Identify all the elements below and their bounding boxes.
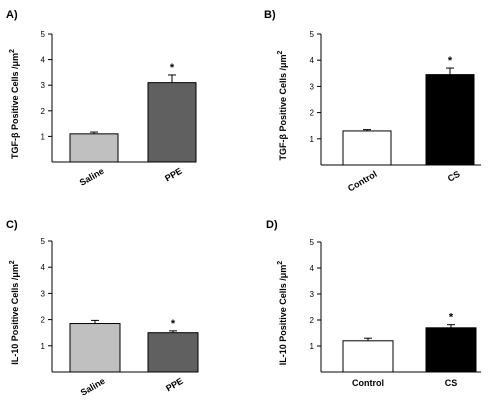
- bar: [425, 327, 477, 373]
- y-tick-label: 2: [310, 316, 315, 325]
- y-tick-label: 1: [41, 132, 46, 141]
- panel-label: B): [264, 9, 276, 21]
- y-tick-label: 1: [310, 135, 315, 144]
- y-tick-label: 3: [41, 81, 46, 90]
- category-label: PPE: [163, 166, 184, 184]
- category-label: Control: [346, 169, 379, 194]
- y-axis-title-text: IL-10 Positive Cells /μm: [10, 264, 20, 365]
- y-axis-title: IL-10 Positive Cells /μm2: [9, 260, 20, 365]
- panel-label: D): [266, 219, 278, 231]
- y-tick-label: 4: [41, 263, 46, 272]
- panel-label: C): [6, 219, 18, 231]
- y-tick-label: 1: [310, 342, 315, 351]
- y-tick-label: 2: [310, 109, 315, 118]
- y-tick-label: 1: [41, 342, 46, 351]
- significance-marker: *: [449, 312, 454, 324]
- y-axis-title-superscript: 2: [9, 260, 16, 264]
- significance-marker: *: [448, 55, 453, 67]
- y-tick-label: 3: [310, 82, 315, 91]
- category-label: CS: [445, 378, 458, 388]
- category-label: Saline: [78, 166, 106, 188]
- bar: [342, 130, 392, 166]
- y-axis-title: TGF-β Positive Cells /μm2: [277, 50, 288, 160]
- y-tick-label: 5: [310, 30, 315, 39]
- y-tick-label: 3: [41, 289, 46, 298]
- category-label: CS: [446, 169, 462, 184]
- y-axis-title-superscript: 2: [277, 261, 284, 265]
- y-tick-label: 4: [41, 56, 46, 65]
- y-axis-title-text: TGF-β Positive Cells /μm: [278, 54, 288, 160]
- category-label: Control: [352, 378, 384, 388]
- category-label: Saline: [79, 376, 107, 398]
- bar: [147, 332, 199, 373]
- y-tick-label: 5: [310, 238, 315, 247]
- significance-marker: *: [171, 318, 176, 330]
- y-tick-label: 2: [41, 107, 46, 116]
- y-axis-title-superscript: 2: [9, 49, 16, 53]
- y-axis-title: TGF-β Positive Cells /μm2: [9, 49, 20, 159]
- significance-marker: *: [170, 62, 175, 74]
- y-tick-label: 4: [310, 56, 315, 65]
- bar: [425, 74, 475, 166]
- panel-label: A): [6, 9, 18, 21]
- y-tick-label: 5: [41, 237, 46, 246]
- bar: [69, 133, 119, 163]
- y-tick-label: 4: [310, 264, 315, 273]
- y-axis-title-superscript: 2: [277, 50, 284, 54]
- bar: [342, 340, 394, 373]
- y-axis-title: IL-10 Positive Cells /μm2: [277, 261, 288, 366]
- bar: [69, 323, 121, 373]
- y-tick-label: 3: [310, 290, 315, 299]
- y-tick-label: 5: [41, 30, 46, 39]
- y-axis-title-text: IL-10 Positive Cells /μm: [278, 265, 288, 366]
- category-label: PPE: [164, 376, 185, 394]
- bar: [147, 82, 197, 163]
- y-tick-label: 2: [41, 316, 46, 325]
- y-axis-title-text: TGF-β Positive Cells /μm: [10, 53, 20, 159]
